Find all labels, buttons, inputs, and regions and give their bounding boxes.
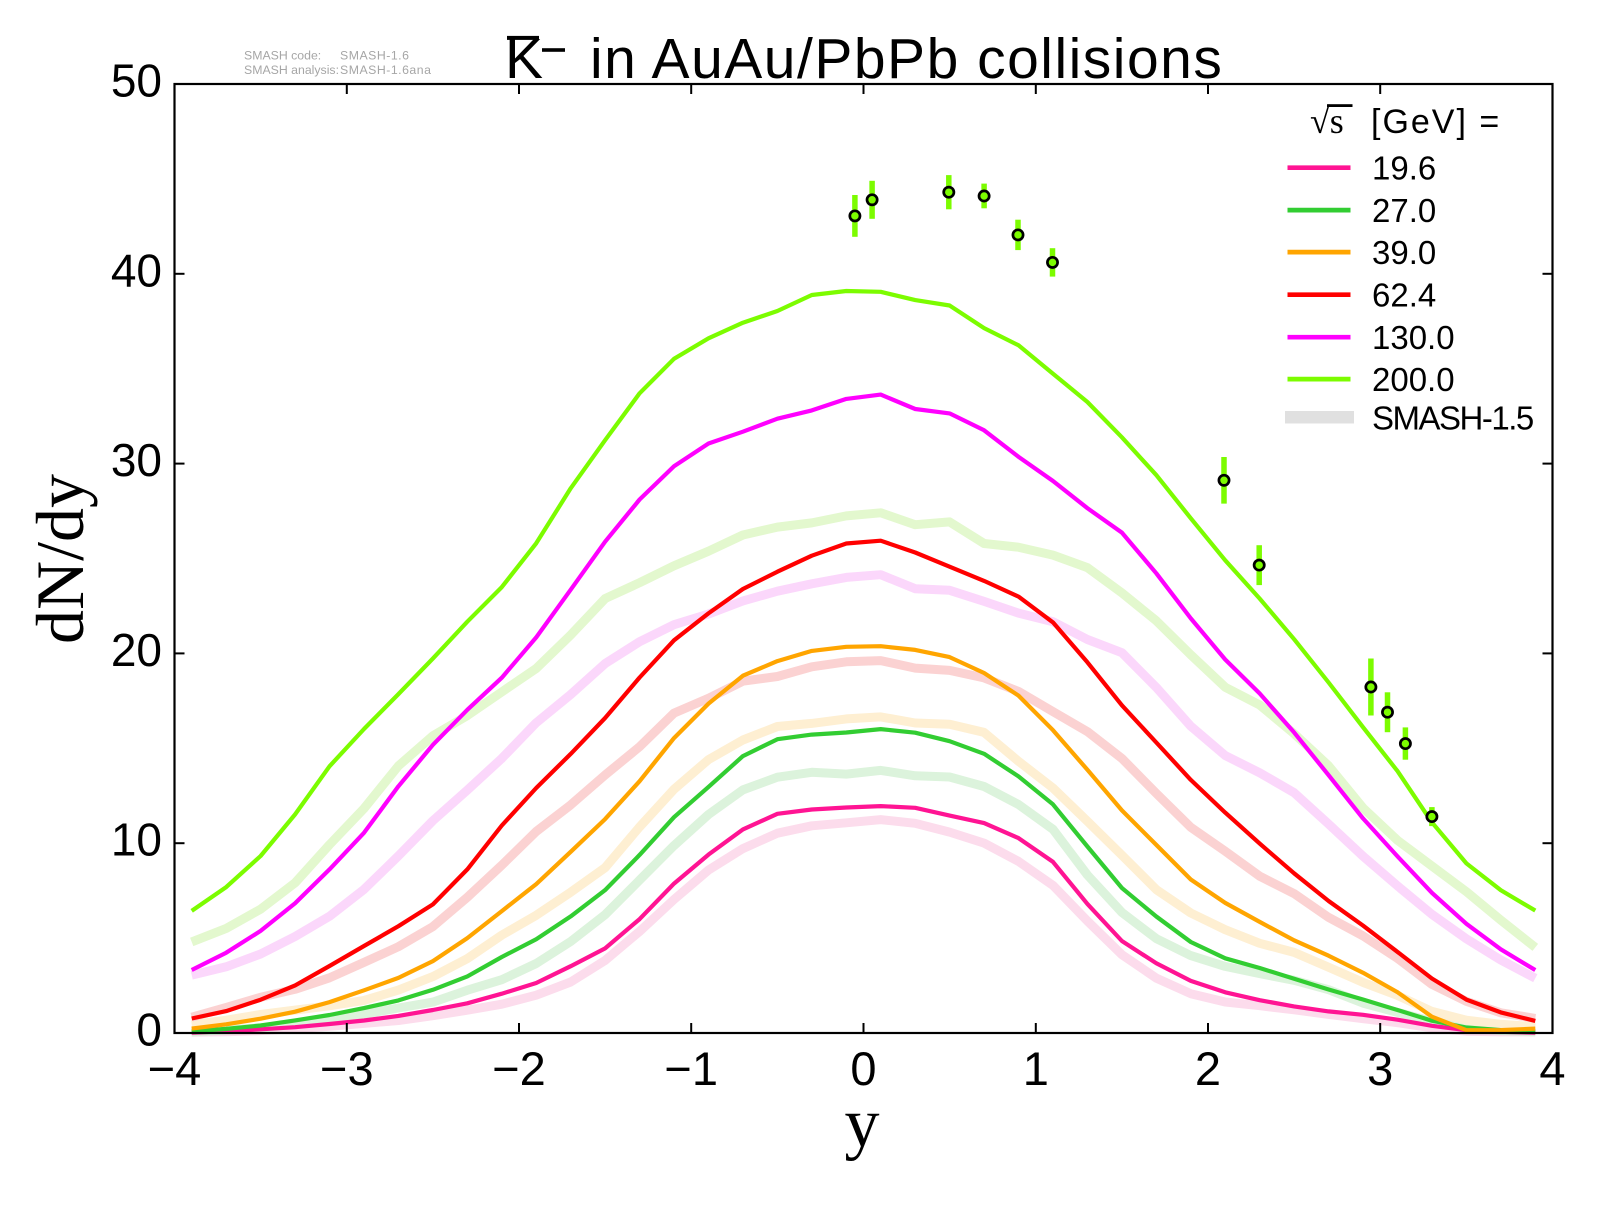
svg-text:[GeV] =: [GeV] =	[1371, 103, 1501, 141]
svg-text:1: 1	[1023, 1042, 1049, 1095]
svg-text:−3: −3	[320, 1042, 374, 1095]
svg-text:39.0: 39.0	[1372, 234, 1436, 271]
svg-text:SMASH analysis:: SMASH analysis:	[244, 63, 339, 77]
svg-text:10: 10	[111, 814, 162, 866]
svg-text:130.0: 130.0	[1372, 319, 1455, 356]
svg-text:−1: −1	[664, 1042, 718, 1095]
svg-text:27.0: 27.0	[1372, 192, 1436, 229]
svg-text:2: 2	[1195, 1042, 1221, 1095]
svg-text:19.6: 19.6	[1372, 150, 1436, 187]
svg-text:0: 0	[136, 1004, 162, 1056]
svg-text:y: y	[845, 1085, 880, 1162]
svg-text:dN/dy: dN/dy	[22, 474, 98, 644]
svg-text:√s: √s	[1310, 101, 1344, 141]
svg-text:in AuAu/PbPb collisions: in AuAu/PbPb collisions	[590, 27, 1223, 91]
svg-text:30: 30	[111, 434, 162, 486]
svg-text:40: 40	[111, 244, 162, 296]
svg-text:−2: −2	[492, 1042, 546, 1095]
svg-text:20: 20	[111, 624, 162, 676]
svg-text:4: 4	[1539, 1042, 1565, 1095]
svg-text:−4: −4	[148, 1042, 202, 1095]
svg-text:SMASH-1.6ana: SMASH-1.6ana	[340, 63, 431, 77]
svg-text:SMASH-1.6: SMASH-1.6	[340, 49, 409, 63]
svg-text:62.4: 62.4	[1372, 277, 1436, 314]
svg-text:SMASH code:: SMASH code:	[244, 49, 321, 63]
svg-text:200.0: 200.0	[1372, 361, 1455, 398]
svg-text:SMASH-1.5: SMASH-1.5	[1372, 400, 1533, 437]
svg-text:50: 50	[111, 55, 162, 107]
svg-text:0: 0	[850, 1042, 876, 1095]
svg-text:3: 3	[1367, 1042, 1393, 1095]
